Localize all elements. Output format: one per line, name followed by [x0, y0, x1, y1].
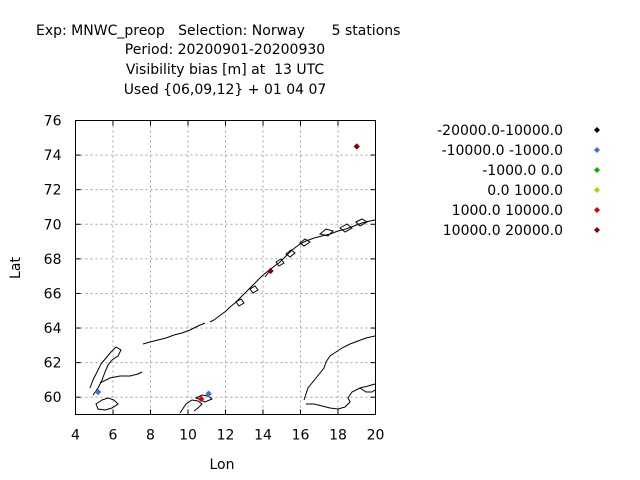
chart-title: Exp: MNWC_preop Selection: Norway 5 stat…	[36, 23, 400, 98]
x-tick-label-1: 6	[109, 428, 118, 444]
x-axis: 4 6 8 10 12 14 16 18 20	[71, 120, 385, 444]
legend-marker-1	[594, 147, 600, 153]
x-tick-label-6: 16	[292, 428, 310, 444]
x-axis-label: Lon	[210, 457, 235, 473]
x-tick-label-5: 14	[254, 428, 272, 444]
legend-label-0: -20000.0-10000.0	[437, 123, 563, 139]
x-tick-label-7: 18	[329, 428, 347, 444]
legend-label-1: -10000.0 -1000.0	[442, 143, 563, 159]
legend-label-2: -1000.0 0.0	[482, 163, 563, 179]
y-tick-label-6: 72	[44, 183, 62, 199]
legend-label-4: 1000.0 10000.0	[452, 203, 563, 219]
y-tick-label-5: 70	[44, 217, 62, 233]
x-tick-label-3: 10	[179, 428, 197, 444]
x-tick-label-0: 4	[71, 428, 80, 444]
y-tick-label-8: 76	[44, 114, 62, 130]
coastline-sweden-finland	[303, 335, 376, 410]
coastline-islands-north	[235, 218, 368, 307]
y-tick-label-4: 68	[44, 252, 62, 268]
legend-marker-3	[594, 187, 600, 193]
title-line-3: Visibility bias [m] at 13 UTC	[126, 62, 324, 78]
point-series-4-0	[197, 395, 205, 403]
legend-label-3: 0.0 1000.0	[487, 183, 563, 199]
coastline-map	[89, 218, 376, 414]
legend-marker-2	[594, 167, 600, 173]
coastline-norway-south	[89, 346, 203, 414]
point-series-5-0	[267, 267, 274, 275]
y-tick-label-7: 74	[44, 148, 62, 164]
coastline-skagerrak	[95, 387, 376, 411]
data-points	[94, 143, 360, 403]
title-line-1: Exp: MNWC_preop Selection: Norway 5 stat…	[36, 23, 400, 39]
x-tick-label-2: 8	[146, 428, 155, 444]
coastline-norway-north	[142, 219, 376, 345]
point-series-5-1	[353, 143, 360, 150]
y-tick-label-0: 60	[44, 390, 62, 406]
legend: -20000.0-10000.0 -10000.0 -1000.0 -1000.0 …	[437, 123, 600, 239]
title-line-4: Used {06,09,12} + 01 04 07	[124, 82, 327, 98]
x-tick-label-4: 12	[217, 428, 235, 444]
grid-lines	[75, 120, 376, 415]
y-axis-label: Lat	[8, 257, 24, 279]
y-axis: 60 62 64 66 68 70 72 74 76	[44, 114, 376, 406]
y-tick-label-2: 64	[44, 321, 62, 337]
legend-marker-0	[594, 127, 600, 133]
title-line-2: Period: 20200901-20200930	[125, 42, 325, 58]
x-tick-label-8: 20	[367, 428, 385, 444]
point-series-1-0	[94, 388, 102, 396]
point-series-1-1	[205, 390, 212, 397]
legend-marker-5	[594, 227, 600, 233]
y-tick-label-3: 66	[44, 286, 62, 302]
legend-marker-4	[594, 207, 600, 213]
y-tick-label-1: 62	[44, 356, 62, 372]
legend-label-5: 10000.0 20000.0	[443, 223, 563, 239]
